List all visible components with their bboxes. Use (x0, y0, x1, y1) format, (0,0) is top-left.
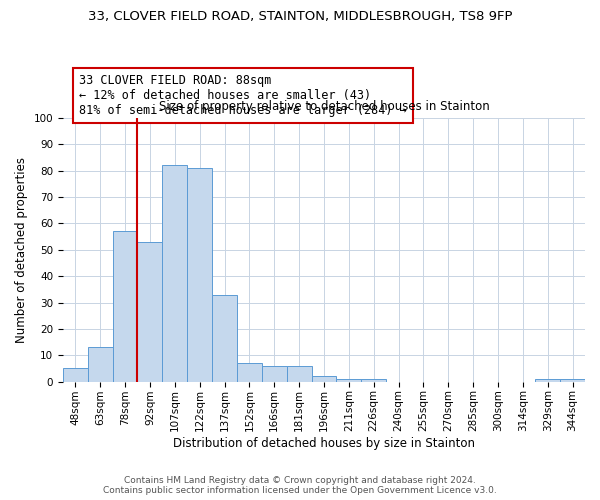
Bar (337, 379, 361, 382)
Bar (535, 379, 560, 382)
Bar (361, 379, 386, 382)
Text: 33 CLOVER FIELD ROAD: 88sqm
← 12% of detached houses are smaller (43)
81% of sem: 33 CLOVER FIELD ROAD: 88sqm ← 12% of det… (79, 74, 407, 116)
Bar (287, 366, 311, 382)
Bar (560, 379, 585, 382)
X-axis label: Distribution of detached houses by size in Stainton: Distribution of detached houses by size … (173, 437, 475, 450)
Title: Size of property relative to detached houses in Stainton: Size of property relative to detached ho… (158, 100, 490, 112)
Y-axis label: Number of detached properties: Number of detached properties (15, 157, 28, 343)
Bar (63, 368, 88, 382)
Bar (163, 166, 187, 382)
Bar (187, 168, 212, 382)
Bar (88, 348, 113, 382)
Bar (311, 376, 337, 382)
Bar (137, 242, 163, 382)
Bar (262, 366, 287, 382)
Text: 33, CLOVER FIELD ROAD, STAINTON, MIDDLESBROUGH, TS8 9FP: 33, CLOVER FIELD ROAD, STAINTON, MIDDLES… (88, 10, 512, 23)
Text: Contains HM Land Registry data © Crown copyright and database right 2024.
Contai: Contains HM Land Registry data © Crown c… (103, 476, 497, 495)
Bar (237, 363, 262, 382)
Bar (212, 294, 237, 382)
Bar (113, 232, 137, 382)
